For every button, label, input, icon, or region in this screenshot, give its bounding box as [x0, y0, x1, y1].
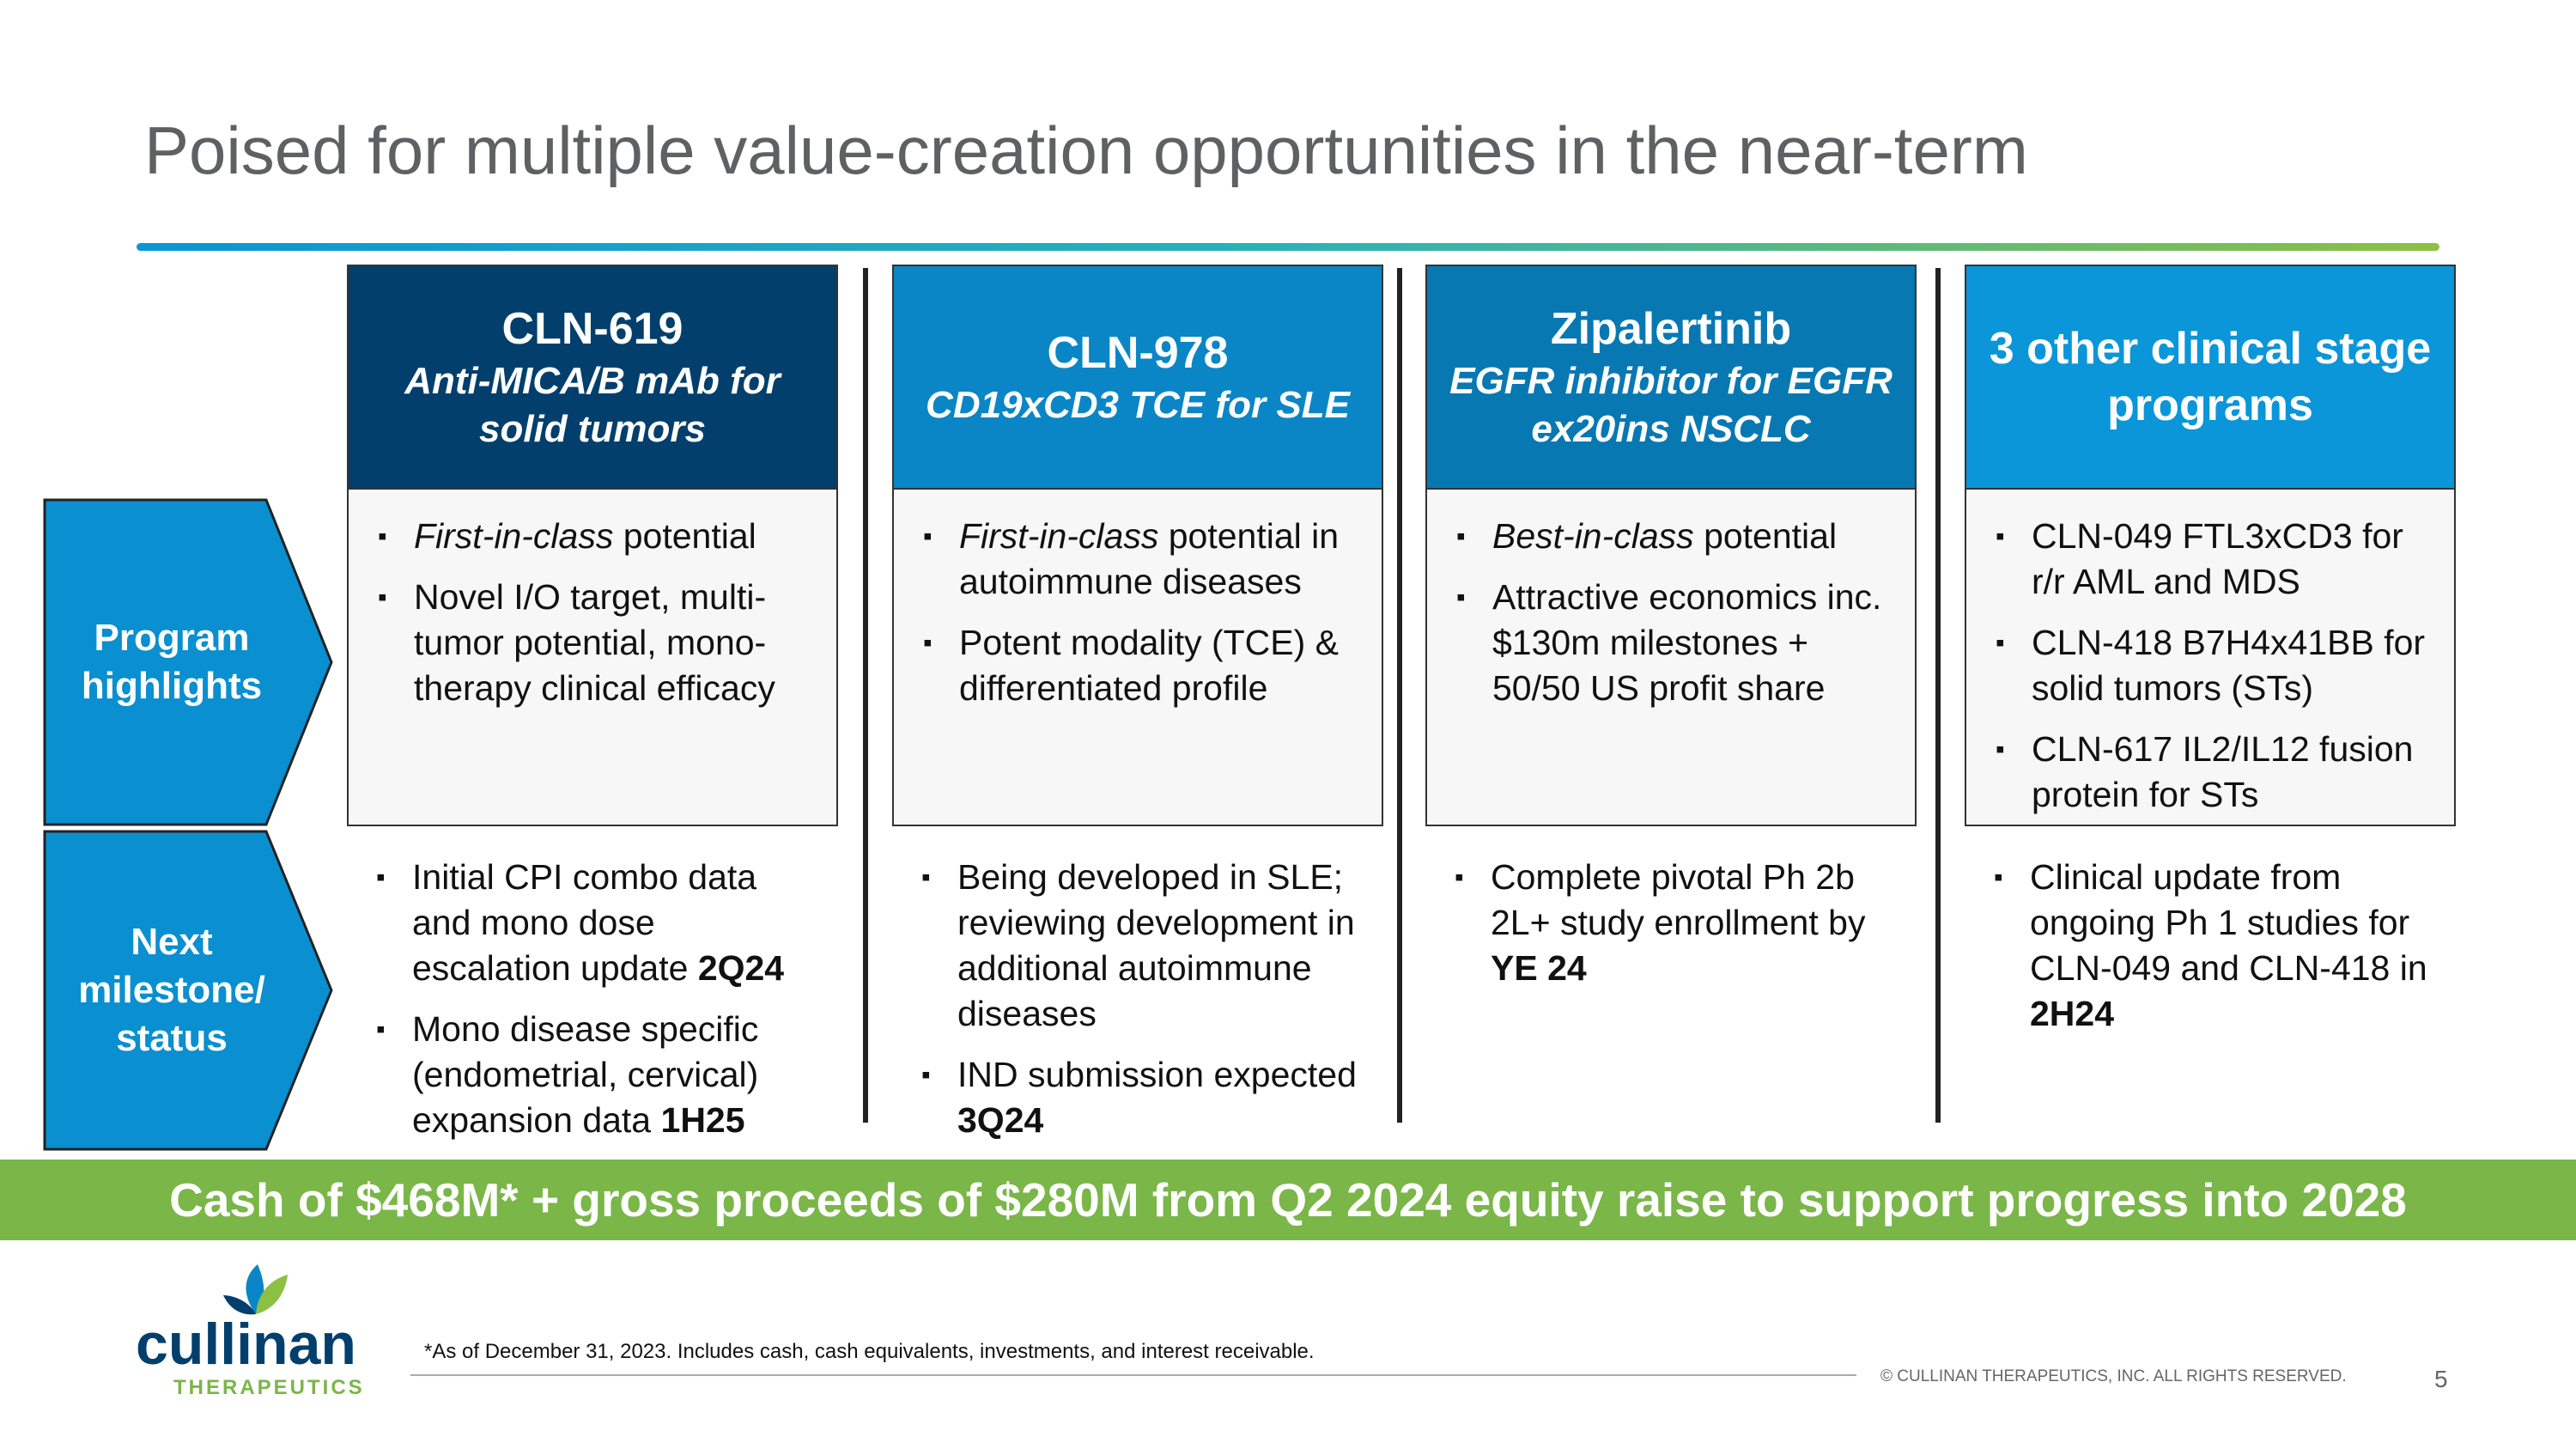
bullet-text: Attractive economics inc. $130m mileston… [1492, 577, 1882, 708]
bullet: CLN-049 FTL3xCD3 for r/r AML and MDS [1984, 514, 2437, 605]
bullet: IND submission expected 3Q24 [909, 1052, 1366, 1143]
bullet: Clinical update from ongoing Ph 1 studie… [1982, 855, 2439, 1037]
row-arrow [43, 498, 333, 826]
divider [863, 268, 868, 1123]
bullet-text: Clinical update from ongoing Ph 1 studie… [2030, 857, 2427, 988]
column-header: Zipalertinib EGFR inhibitor for EGFR ex20… [1425, 265, 1917, 490]
bullet: CLN-418 B7H4x41BB for solid tumors (STs) [1984, 620, 2437, 711]
page-number: 5 [2434, 1366, 2448, 1392]
bullet-text: Initial CPI combo data and mono dose esc… [412, 857, 757, 988]
bullet-text: First-in-class [959, 516, 1159, 556]
column-name: 3 other clinical stage programs [1989, 324, 2432, 430]
column-header: CLN-978 CD19xCD3 TCE for SLE [892, 265, 1383, 490]
row-label: Program highlights [81, 617, 263, 707]
divider [1397, 268, 1402, 1123]
logo-name: cullinan [136, 1312, 356, 1377]
logo: cullinan THERAPEUTICS [136, 1264, 365, 1399]
bullet: Mono disease specific (endometrial, cerv… [364, 1007, 821, 1143]
highlights-box: Best-in-class potential Attractive econom… [1425, 490, 1917, 826]
row-label: Next milestone/ status [78, 921, 265, 1059]
milestones: Clinical update from ongoing Ph 1 studie… [1965, 855, 2456, 1052]
bullet-text: potential [1693, 516, 1838, 556]
bullet-text: CLN-418 B7H4x41BB for solid tumors (STs) [2032, 623, 2426, 708]
bullet-text: Novel I/O target, multi-tumor potential,… [414, 577, 775, 708]
highlights-box: First-in-class potential Novel I/O target… [347, 490, 838, 826]
bullet-text: 2Q24 [697, 948, 785, 988]
copyright: © CULLINAN THERAPEUTICS, INC. ALL RIGHTS… [1880, 1367, 2347, 1385]
column-name: CLN-619 [501, 304, 683, 354]
bullet-text: Being developed in SLE; reviewing develo… [957, 857, 1355, 1033]
bullet-text: Potent modality (TCE) & differentiated p… [959, 623, 1340, 708]
title-rule [137, 243, 2439, 251]
column-subtitle: CD19xCD3 TCE for SLE [926, 384, 1350, 426]
bullet: CLN-617 IL2/IL12 fusion protein for STs [1984, 727, 2437, 818]
footer-rule [410, 1374, 1856, 1376]
row-label-box: Program highlights [43, 498, 335, 826]
column-subtitle: EGFR inhibitor for EGFR ex20ins NSCLC [1449, 360, 1893, 450]
column-header: 3 other clinical stage programs [1965, 265, 2456, 490]
bullet-text: potential [613, 516, 756, 556]
bullet-text: 3Q24 [957, 1100, 1044, 1140]
bullet: Initial CPI combo data and mono dose esc… [364, 855, 821, 991]
column-header: CLN-619 Anti-MICA/B mAb for solid tumors [347, 265, 838, 490]
bullet-text: potential in autoimmune diseases [959, 516, 1340, 601]
highlights-box: First-in-class potential in autoimmune d… [892, 490, 1383, 826]
bullet: Novel I/O target, multi-tumor potential,… [366, 575, 819, 711]
milestones: Complete pivotal Ph 2b 2L+ study enrollm… [1425, 855, 1917, 1007]
bullet-text: First-in-class [414, 516, 614, 556]
row-label-box: Next milestone/ status [43, 830, 335, 1151]
column-name: CLN-978 [1047, 328, 1229, 378]
bullet-text: Complete pivotal Ph 2b 2L+ study enrollm… [1491, 857, 1866, 942]
column-name: Zipalertinib [1550, 304, 1792, 354]
bullet-text: YE 24 [1491, 948, 1587, 988]
bullet-text: CLN-617 IL2/IL12 fusion protein for STs [2032, 729, 2414, 814]
bullet: First-in-class potential in autoimmune d… [911, 514, 1364, 605]
divider [1935, 268, 1941, 1123]
bullet-text: Best-in-class [1492, 516, 1694, 556]
bullet-text: 2H24 [2030, 994, 2115, 1033]
milestones: Initial CPI combo data and mono dose esc… [347, 855, 838, 1159]
bullet: Best-in-class potential [1444, 514, 1898, 559]
bullet-text: IND submission expected [957, 1055, 1357, 1094]
milestones: Being developed in SLE; reviewing develo… [892, 855, 1383, 1159]
bullet-text: 1H25 [660, 1100, 745, 1140]
bullet: Potent modality (TCE) & differentiated p… [911, 620, 1364, 711]
bullet-text: CLN-049 FTL3xCD3 for r/r AML and MDS [2032, 516, 2403, 601]
banner: Cash of $468M* + gross proceeds of $280M… [0, 1160, 2576, 1240]
bullet: First-in-class potential [366, 514, 819, 559]
highlights-box: CLN-049 FTL3xCD3 for r/r AML and MDS CLN-… [1965, 490, 2456, 826]
slide-title: Poised for multiple value-creation oppor… [144, 113, 2028, 188]
row-arrow [43, 830, 333, 1151]
bullet-text: Mono disease specific (endometrial, cerv… [412, 1009, 759, 1140]
bullet: Attractive economics inc. $130m mileston… [1444, 575, 1898, 711]
column-subtitle: Anti-MICA/B mAb for solid tumors [404, 360, 781, 450]
logo-tagline: THERAPEUTICS [173, 1376, 365, 1399]
bullet: Being developed in SLE; reviewing develo… [909, 855, 1366, 1037]
bullet: Complete pivotal Ph 2b 2L+ study enrollm… [1443, 855, 1899, 991]
footnote: *As of December 31, 2023. Includes cash,… [424, 1340, 1315, 1363]
